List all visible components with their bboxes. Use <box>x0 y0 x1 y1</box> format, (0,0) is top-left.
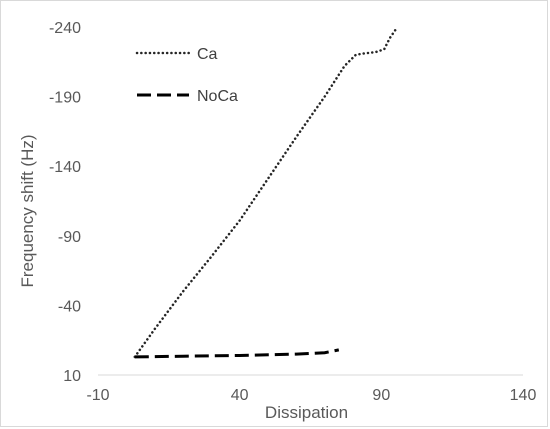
x-tick-label: 90 <box>372 387 390 404</box>
x-tick-label: 40 <box>231 387 249 404</box>
y-tick-label: -140 <box>49 159 81 176</box>
y-tick-label: -240 <box>49 20 81 37</box>
legend-label-ca: Ca <box>197 46 218 63</box>
series-line-ca <box>133 28 397 359</box>
y-tick-label: -90 <box>58 229 81 246</box>
legend: Ca NoCa <box>135 46 238 105</box>
series-lines <box>133 28 397 359</box>
x-tick-label: -10 <box>86 387 109 404</box>
y-tick-labels: 10 -40 -90 -140 -190 -240 <box>49 20 81 385</box>
legend-label-noca: NoCa <box>197 88 238 105</box>
y-tick-label: -40 <box>58 298 81 315</box>
x-tick-labels: -10 40 90 140 <box>86 387 536 404</box>
series-line-noca <box>134 348 340 359</box>
y-tick-label: 10 <box>63 368 81 385</box>
y-axis-title: Frequency shift (Hz) <box>18 134 37 287</box>
x-axis-title: Dissipation <box>265 403 348 422</box>
x-tick-label: 140 <box>510 387 537 404</box>
y-tick-label: -190 <box>49 90 81 107</box>
